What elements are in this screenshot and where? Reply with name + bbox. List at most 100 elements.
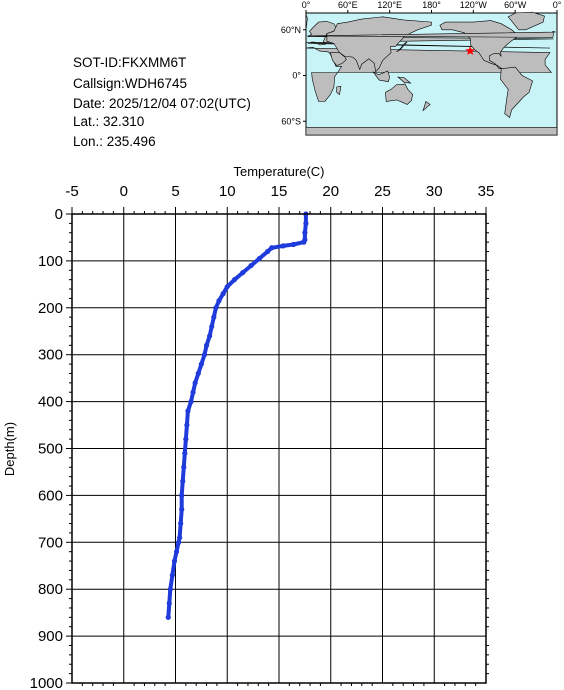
profile-point — [176, 539, 182, 545]
profile-point — [231, 277, 238, 283]
info-block: SOT-ID:FKXMM6T Callsign:WDH6745 Date: 20… — [73, 55, 251, 149]
map-lat-label: 60°N — [281, 25, 301, 35]
profile-point — [240, 270, 246, 276]
y-tick-label: 800 — [38, 581, 63, 598]
landmass-arabia — [330, 52, 347, 66]
x-tick-label: 10 — [219, 183, 236, 200]
profile-point — [280, 243, 286, 249]
landmass-greenland-left — [305, 14, 308, 30]
landmass-new-zealand — [422, 101, 431, 112]
landmass-japan — [396, 41, 408, 53]
profile-point — [180, 478, 186, 484]
landmass-greenland — [507, 11, 545, 31]
landmass-madagascar — [336, 85, 342, 96]
x-tick-label: 30 — [426, 183, 443, 200]
map-lon-label: 120°E — [377, 0, 402, 10]
profile-point — [184, 422, 190, 428]
landmass-antarctica — [305, 127, 558, 136]
x-tick-label: -5 — [65, 183, 78, 200]
x-tick-label: 0 — [120, 183, 128, 200]
profile-point — [182, 450, 188, 456]
profile-point — [220, 291, 226, 297]
x-tick-label: 5 — [171, 183, 179, 200]
world-map: 0° 60°E 120°E 180° 120°W 60°W 0° 60°N 0° 60°S — [281, 0, 562, 136]
map-latitude-labels: 60°N 0° 60°S — [281, 25, 302, 127]
map-longitude-labels: 0° 60°E 120°E 180° 120°W 60°W 0° — [302, 0, 562, 10]
x-tick-label: 20 — [322, 183, 339, 200]
temperature-depth-chart: Temperature(C) Depth(m) -5 0 5 10 15 20 25 30 35… — [2, 164, 494, 690]
map-landmasses — [305, 11, 558, 136]
profile-point — [211, 314, 217, 320]
y-tick-label: 700 — [38, 534, 63, 551]
map-lon-label: 60°E — [338, 0, 358, 10]
map-lon-label: 0° — [553, 0, 562, 10]
map-lon-label: 60°W — [504, 0, 527, 10]
x-axis-title: Temperature(C) — [233, 164, 324, 179]
lat-text: Lat.: 32.310 — [73, 114, 144, 129]
lon-text: Lon.: 235.496 — [73, 134, 156, 149]
profile-point — [185, 408, 191, 414]
map-lon-label: 120°W — [460, 0, 488, 10]
profile-point — [303, 220, 309, 226]
profile-point — [179, 492, 185, 498]
y-axis-title: Depth(m) — [2, 422, 17, 476]
landmass-uk — [307, 30, 556, 38]
y-tick-label: 500 — [38, 441, 63, 458]
y-tick-label: 1000 — [30, 675, 63, 690]
profile-point — [195, 370, 201, 377]
profile-point — [207, 333, 213, 339]
profile-point — [198, 361, 204, 367]
map-frame-ticks — [303, 10, 558, 122]
date-text: Date: 2025/12/04 07:02(UTC) — [73, 96, 251, 111]
profile-point — [203, 342, 210, 348]
y-tick-label: 300 — [38, 347, 63, 364]
profile-point — [302, 230, 308, 236]
profile-point — [201, 352, 208, 358]
y-tick-labels: 0 100 200 300 400 500 600 700 800 900 1000 — [30, 206, 63, 690]
map-lat-label: 0° — [292, 71, 301, 81]
y-tick-label: 200 — [38, 300, 63, 317]
profile-line — [166, 212, 308, 620]
y-tick-label: 400 — [38, 394, 63, 411]
profile-point — [171, 558, 178, 564]
profile-point — [177, 535, 183, 541]
profile-point — [265, 248, 271, 255]
x-tick-label: 25 — [374, 183, 391, 200]
profile-point — [290, 241, 297, 248]
profile-point — [165, 614, 171, 620]
profile-point — [256, 255, 262, 262]
chart-grid — [71, 213, 487, 684]
location-marker — [465, 45, 475, 55]
profile-point — [169, 572, 175, 578]
chart-minor-ticks — [66, 207, 489, 686]
landmass-south-america — [500, 66, 533, 119]
profile-point — [301, 239, 307, 245]
x-tick-label: 35 — [478, 183, 495, 200]
profile-point — [269, 245, 275, 251]
y-tick-label: 900 — [38, 628, 63, 645]
profile-point — [167, 586, 173, 592]
sot-id-text: SOT-ID:FKXMM6T — [73, 55, 186, 70]
landmass-borneo-sumatra — [372, 70, 391, 82]
location-star-icon — [465, 45, 475, 55]
x-tick-labels: -5 0 5 10 15 20 25 30 35 — [65, 183, 494, 200]
y-tick-label: 100 — [38, 253, 63, 270]
profile-point — [248, 262, 254, 269]
map-lon-label: 180° — [422, 0, 441, 10]
profile-point — [183, 436, 189, 442]
profile-point — [178, 520, 184, 527]
temperature-profile-series — [165, 211, 309, 620]
plot-frame — [71, 213, 487, 684]
profile-point — [209, 323, 215, 330]
landmass-australia — [385, 83, 414, 105]
profile-point — [173, 549, 180, 555]
landmass-new-guinea — [397, 76, 412, 84]
profile-point — [166, 600, 172, 606]
map-lon-label: 0° — [302, 0, 311, 10]
profile-point — [213, 305, 219, 311]
profile-point — [190, 389, 196, 395]
profile-point — [179, 506, 185, 513]
profile-point — [188, 399, 194, 405]
y-tick-label: 600 — [38, 487, 63, 504]
